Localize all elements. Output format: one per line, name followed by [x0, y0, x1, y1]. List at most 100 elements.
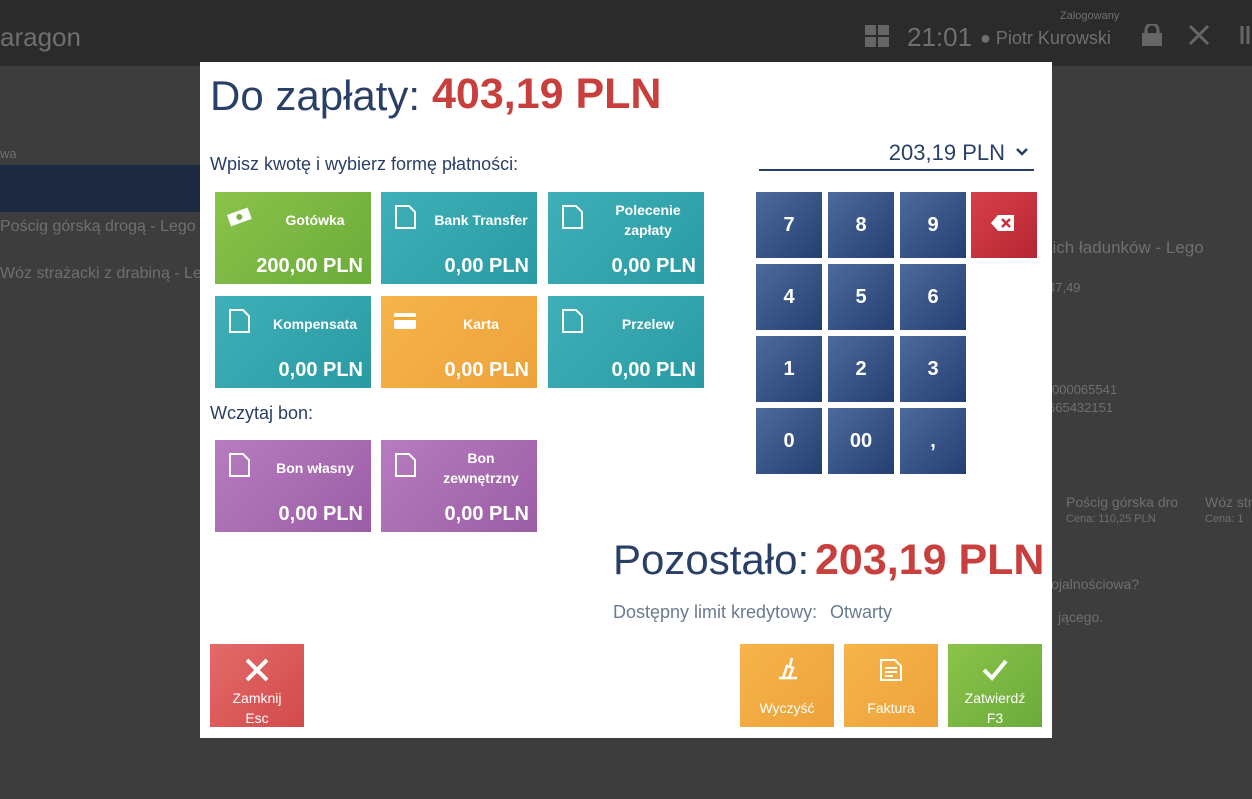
- button-text: Wyczyść: [740, 698, 834, 718]
- button-shortcut: Esc: [245, 710, 269, 726]
- tile-amount: 0,00 PLN: [444, 503, 529, 525]
- keypad-key[interactable]: 1: [756, 336, 822, 402]
- button-label: Wyczyść: [759, 700, 815, 716]
- button-icon: [982, 659, 1008, 681]
- background-text: wa: [0, 146, 17, 161]
- button-text: Zamknij Esc: [210, 688, 304, 728]
- background-text: 665432151: [1048, 400, 1114, 415]
- button-icon: [245, 658, 269, 682]
- voucher-tile[interactable]: Bon własny 0,00 PLN: [215, 440, 371, 532]
- background-text: jącego.: [1058, 609, 1104, 625]
- payment-tile[interactable]: Gotówka 200,00 PLN: [215, 192, 371, 284]
- keypad-key[interactable]: 00: [828, 408, 894, 474]
- tools-icon: [1188, 24, 1210, 46]
- payment-dialog: Do zapłaty: 403,19 PLN Wpisz kwotę i wyb…: [200, 62, 1052, 738]
- credit-value: Otwarty: [830, 602, 893, 622]
- payment-tile[interactable]: Przelew 0,00 PLN: [548, 296, 704, 388]
- background-text: kich ładunków - Lego: [1044, 238, 1204, 257]
- keypad-key[interactable]: 2: [828, 336, 894, 402]
- tile-label: Gotówka: [285, 212, 345, 228]
- keypad-key[interactable]: 3: [900, 336, 966, 402]
- payment-tile[interactable]: Karta 0,00 PLN: [381, 296, 537, 388]
- tile-label: Bank Transfer: [434, 212, 528, 228]
- background-text: 47,49: [1048, 280, 1081, 295]
- clock: 21:01: [907, 22, 973, 52]
- keypad-key[interactable]: 8: [828, 192, 894, 258]
- background-text: Cena: 1: [1205, 513, 1244, 525]
- keypad-key[interactable]: 7: [756, 192, 822, 258]
- keypad-key[interactable]: 0: [756, 408, 822, 474]
- total-amount: 403,19 PLN: [432, 70, 662, 118]
- background-text: lojalnościowa?: [1048, 576, 1140, 592]
- tile-icon: [229, 453, 250, 477]
- payment-tile[interactable]: Kompensata 0,00 PLN: [215, 296, 371, 388]
- app-name: aragon: [0, 22, 81, 52]
- button-label: Zamknij: [232, 690, 282, 706]
- voucher-label: Wczytaj bon:: [210, 403, 314, 423]
- tile-icon: [394, 313, 416, 329]
- tile-label: Kompensata: [272, 316, 358, 332]
- button-text: Zatwierdź F3: [948, 688, 1042, 728]
- dialog-title: Do zapłaty:: [210, 72, 421, 119]
- tile-label: Bon zewnętrzny: [443, 450, 519, 486]
- background-text: Cena: 110,25 PLN: [1066, 513, 1156, 525]
- tile-icon: [227, 207, 252, 227]
- grid-icon: [865, 25, 889, 47]
- keypad-key[interactable]: 5: [828, 264, 894, 330]
- lock-icon: [1142, 24, 1162, 46]
- tile-amount: 0,00 PLN: [278, 503, 363, 525]
- button-label: Faktura: [867, 700, 915, 716]
- keypad-key[interactable]: ,: [900, 408, 966, 474]
- keypad-key[interactable]: 4: [756, 264, 822, 330]
- instruction: Wpisz kwotę i wybierz formę płatności:: [210, 154, 519, 174]
- top-bar: aragon 21:01 Zalogowany ● Piotr Kurowski: [0, 0, 1252, 66]
- amount-input[interactable]: 203,19 PLN: [888, 140, 1005, 165]
- background-text: Pościg górską drogą - Lego C: [0, 218, 212, 235]
- button-icon: [779, 657, 797, 680]
- more-icon: [1240, 26, 1250, 44]
- tile-amount: 200,00 PLN: [256, 255, 363, 277]
- logged-label: Zalogowany: [1060, 10, 1120, 22]
- input-underline: [759, 169, 1034, 171]
- payment-tile[interactable]: Polecenie zapłaty 0,00 PLN: [548, 192, 704, 284]
- background-text: Pościg górska dro: [1066, 494, 1179, 510]
- background-text: Wóz strażacki z drabiną - Lego: [0, 265, 220, 282]
- user-name: ● Piotr Kurowski: [980, 28, 1111, 48]
- voucher-tile[interactable]: Bon zewnętrzny 0,00 PLN: [381, 440, 537, 532]
- button-icon: [880, 659, 902, 681]
- tile-amount: 0,00 PLN: [444, 255, 529, 277]
- tile-amount: 0,00 PLN: [278, 359, 363, 381]
- action-button[interactable]: Wyczyść: [740, 644, 834, 727]
- tile-amount: 0,00 PLN: [444, 359, 529, 381]
- tile-amount: 0,00 PLN: [611, 255, 696, 277]
- keypad-key[interactable]: 9: [900, 192, 966, 258]
- button-shortcut: F3: [986, 710, 1004, 726]
- dropdown-chevron[interactable]: [1015, 146, 1029, 158]
- keypad-key[interactable]: 6: [900, 264, 966, 330]
- action-button[interactable]: Zatwierdź F3: [948, 644, 1042, 727]
- background-text: 000065541: [1052, 382, 1118, 397]
- backspace-key[interactable]: [971, 192, 1037, 258]
- tile-label: Bon własny: [276, 460, 354, 476]
- tile-label: Polecenie zapłaty: [615, 202, 681, 238]
- tile-icon: [395, 205, 416, 229]
- tile-icon: [562, 205, 583, 229]
- tile-label: Karta: [463, 316, 499, 332]
- remaining-label: Pozostało:: [613, 536, 810, 583]
- credit-label: Dostępny limit kredytowy:: [613, 602, 818, 622]
- selected-row: [0, 165, 200, 212]
- button-text: Faktura: [844, 698, 938, 718]
- action-button[interactable]: Zamknij Esc: [210, 644, 304, 727]
- background-text: Wóz str: [1205, 494, 1252, 510]
- tile-icon: [395, 453, 416, 477]
- action-button[interactable]: Faktura: [844, 644, 938, 727]
- remaining-amount: 203,19 PLN: [815, 536, 1045, 584]
- backspace-icon: [991, 215, 1014, 231]
- payment-tile[interactable]: Bank Transfer 0,00 PLN: [381, 192, 537, 284]
- tile-label: Przelew: [621, 316, 675, 332]
- tile-amount: 0,00 PLN: [611, 359, 696, 381]
- tile-icon: [562, 309, 583, 333]
- tile-icon: [229, 309, 250, 333]
- button-label: Zatwierdź: [964, 690, 1026, 706]
